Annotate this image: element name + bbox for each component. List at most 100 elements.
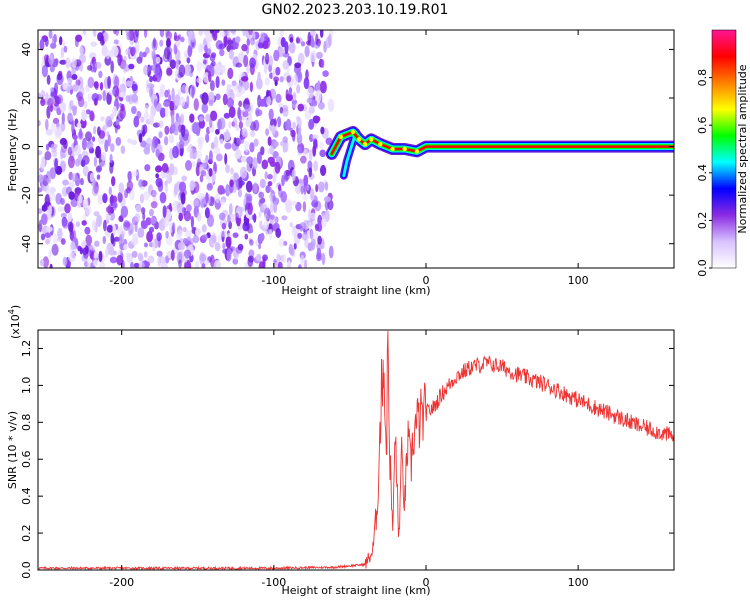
noise-speckle	[315, 184, 319, 193]
noise-speckle	[116, 254, 124, 266]
noise-speckle	[237, 82, 242, 93]
noise-speckle	[205, 113, 211, 122]
noise-speckle	[189, 151, 194, 159]
noise-speckle	[89, 245, 96, 251]
noise-speckle	[281, 177, 285, 186]
snr-y-tick-label: 0.0	[20, 561, 33, 579]
noise-speckle	[308, 149, 313, 161]
noise-speckle	[183, 64, 192, 76]
noise-speckle	[176, 202, 184, 215]
noise-speckle	[278, 238, 286, 248]
noise-speckle	[135, 204, 142, 213]
noise-speckle	[304, 45, 310, 58]
noise-speckle	[107, 75, 111, 89]
noise-speckle	[38, 174, 44, 183]
noise-speckle	[65, 82, 73, 91]
noise-speckle	[53, 234, 58, 245]
noise-speckle	[249, 57, 256, 68]
spectrogram-x-tick-label: 0	[422, 274, 429, 287]
noise-speckle	[317, 235, 322, 245]
noise-speckle	[243, 54, 249, 68]
noise-speckle	[40, 98, 46, 107]
noise-speckle	[110, 232, 115, 245]
noise-speckle	[112, 105, 117, 117]
noise-speckle	[190, 216, 194, 229]
noise-speckle	[215, 75, 220, 89]
noise-speckle	[284, 41, 289, 55]
noise-speckle	[250, 130, 256, 138]
noise-speckle	[204, 44, 208, 53]
exponent-base: (x10	[9, 314, 22, 339]
noise-speckle	[275, 93, 282, 103]
noise-speckle	[67, 146, 73, 156]
noise-speckle	[84, 204, 92, 216]
noise-speckle	[265, 53, 269, 61]
spectrogram-x-tick-label: -200	[109, 274, 134, 287]
noise-speckle	[159, 107, 166, 118]
noise-speckle	[319, 80, 327, 94]
noise-speckle	[219, 64, 226, 74]
noise-speckle	[217, 234, 222, 243]
noise-speckle	[87, 76, 95, 88]
noise-speckle	[215, 93, 221, 101]
svg-text:(x104): (x104)	[7, 305, 22, 339]
noise-speckle	[223, 131, 231, 141]
noise-speckle	[224, 153, 228, 165]
noise-speckle	[38, 187, 43, 193]
noise-speckle	[72, 134, 78, 140]
noise-speckle	[319, 141, 324, 149]
signal-track-point	[369, 137, 374, 142]
noise-speckle	[110, 60, 114, 74]
noise-speckle	[169, 59, 177, 69]
noise-speckle	[44, 194, 51, 206]
noise-speckle	[89, 110, 95, 122]
noise-speckle	[103, 219, 107, 232]
noise-speckle	[304, 259, 308, 268]
noise-speckle	[226, 87, 231, 98]
noise-speckle	[118, 182, 125, 194]
noise-speckle	[105, 206, 113, 214]
noise-speckle	[268, 108, 274, 121]
noise-speckle	[240, 155, 248, 163]
noise-speckle	[159, 192, 167, 204]
noise-speckle	[239, 136, 245, 144]
snr-x-ticks: -200 -100 0 100	[109, 330, 589, 589]
noise-speckle	[215, 40, 223, 50]
noise-speckle	[108, 186, 113, 196]
noise-speckle	[144, 104, 149, 114]
noise-speckle	[152, 54, 158, 66]
noise-speckle	[125, 80, 133, 87]
snr-x-label: Height of straight line (km)	[281, 584, 430, 597]
noise-speckle	[123, 64, 130, 72]
noise-speckle	[204, 259, 210, 266]
noise-speckle	[247, 256, 254, 268]
noise-speckle	[47, 97, 54, 108]
noise-speckle	[158, 131, 163, 139]
noise-speckle	[160, 262, 168, 268]
noise-speckle	[189, 113, 195, 123]
noise-speckle	[38, 208, 43, 214]
noise-speckle	[198, 116, 204, 122]
colorbar-tick-label: 0.6	[696, 116, 709, 134]
noise-speckle	[84, 100, 88, 109]
noise-speckle	[75, 158, 80, 167]
noise-speckle	[220, 230, 227, 238]
noise-speckle	[118, 234, 123, 248]
noise-speckle	[277, 46, 284, 56]
noise-speckle	[54, 126, 62, 139]
noise-speckle	[276, 253, 281, 263]
noise-speckle	[100, 116, 105, 122]
noise-speckle	[92, 259, 99, 267]
noise-speckle	[297, 103, 305, 112]
noise-speckle	[51, 35, 57, 49]
noise-speckle	[308, 118, 315, 130]
noise-speckle	[264, 77, 270, 86]
noise-speckle	[261, 40, 269, 50]
noise-speckle	[154, 98, 158, 108]
noise-speckle	[297, 52, 305, 65]
snr-line	[38, 330, 674, 570]
noise-speckle	[38, 120, 41, 127]
noise-speckle	[93, 156, 97, 167]
noise-speckle	[44, 232, 51, 238]
signal-track	[325, 126, 674, 180]
